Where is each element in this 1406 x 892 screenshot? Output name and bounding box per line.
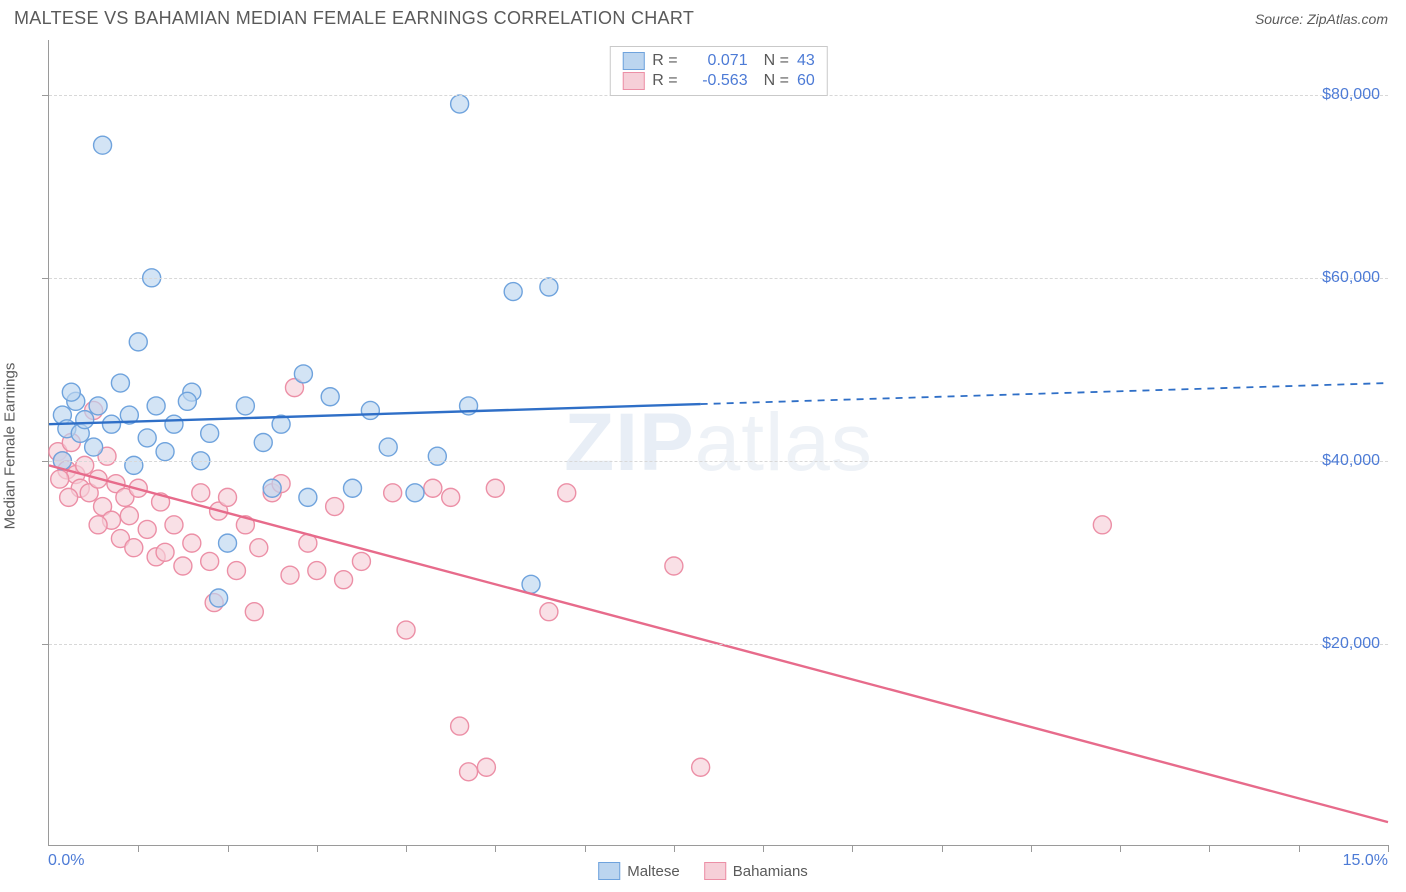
swatch-bahamians-icon	[704, 862, 726, 880]
y-tick-label: $80,000	[1322, 86, 1380, 104]
legend-row-maltese: R = 0.071 N = 43	[618, 51, 818, 71]
swatch-maltese-icon	[598, 862, 620, 880]
swatch-bahamians	[622, 72, 644, 90]
correlation-legend: R = 0.071 N = 43 R = -0.563 N = 60	[609, 46, 827, 96]
x-axis-max-label: 15.0%	[1343, 852, 1388, 870]
chart-title: MALTESE VS BAHAMIAN MEDIAN FEMALE EARNIN…	[14, 8, 694, 29]
y-tick-label: $20,000	[1322, 635, 1380, 653]
x-axis-min-label: 0.0%	[48, 852, 84, 870]
y-axis-title: Median Female Earnings	[2, 363, 19, 530]
n-value-bahamians: 60	[797, 72, 815, 90]
scatter-svg	[49, 40, 1388, 845]
chart-plot-area: ZIPatlas R = 0.071 N = 43 R = -0.563 N =…	[48, 40, 1388, 846]
y-tick-label: $60,000	[1322, 269, 1380, 287]
y-tick-label: $40,000	[1322, 452, 1380, 470]
legend-item-bahamians: Bahamians	[704, 862, 808, 880]
chart-header: MALTESE VS BAHAMIAN MEDIAN FEMALE EARNIN…	[0, 0, 1406, 33]
n-value-maltese: 43	[797, 52, 815, 70]
source-label: Source: ZipAtlas.com	[1255, 11, 1388, 27]
r-value-maltese: 0.071	[686, 52, 748, 70]
legend-row-bahamians: R = -0.563 N = 60	[618, 71, 818, 91]
series-legend: Maltese Bahamians	[598, 862, 808, 880]
legend-item-maltese: Maltese	[598, 862, 680, 880]
r-value-bahamians: -0.563	[686, 72, 748, 90]
swatch-maltese	[622, 52, 644, 70]
